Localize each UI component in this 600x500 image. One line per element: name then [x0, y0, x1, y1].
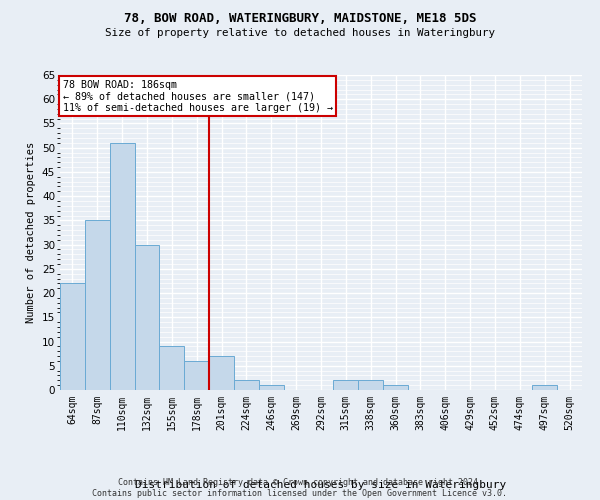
Bar — [334, 380, 358, 390]
Bar — [160, 346, 184, 390]
Bar — [234, 380, 259, 390]
Bar — [532, 385, 557, 390]
Bar — [60, 284, 85, 390]
Text: Contains HM Land Registry data © Crown copyright and database right 2024.
Contai: Contains HM Land Registry data © Crown c… — [92, 478, 508, 498]
Bar — [209, 356, 234, 390]
Bar — [259, 385, 284, 390]
Bar — [383, 385, 408, 390]
Bar — [110, 143, 134, 390]
Bar — [85, 220, 110, 390]
Text: 78, BOW ROAD, WATERINGBURY, MAIDSTONE, ME18 5DS: 78, BOW ROAD, WATERINGBURY, MAIDSTONE, M… — [124, 12, 476, 26]
Bar — [134, 244, 160, 390]
Text: 78 BOW ROAD: 186sqm
← 89% of detached houses are smaller (147)
11% of semi-detac: 78 BOW ROAD: 186sqm ← 89% of detached ho… — [62, 80, 332, 113]
X-axis label: Distribution of detached houses by size in Wateringbury: Distribution of detached houses by size … — [136, 480, 506, 490]
Bar — [184, 361, 209, 390]
Y-axis label: Number of detached properties: Number of detached properties — [26, 142, 37, 323]
Text: Size of property relative to detached houses in Wateringbury: Size of property relative to detached ho… — [105, 28, 495, 38]
Bar — [358, 380, 383, 390]
